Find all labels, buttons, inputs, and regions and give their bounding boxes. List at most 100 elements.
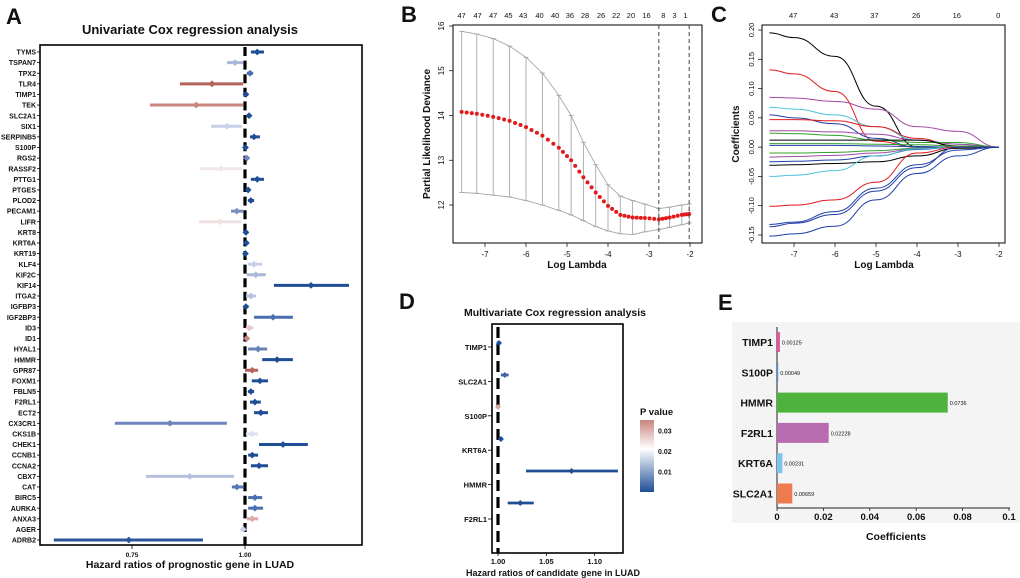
top-count-label: 20 <box>627 11 635 20</box>
hr-point <box>245 112 253 120</box>
bar-value-label: 0.00231 <box>784 462 804 468</box>
mean-point <box>480 112 485 117</box>
hr-point <box>246 69 254 77</box>
hr-point <box>248 430 256 438</box>
gene-label: PTTG1 <box>13 177 36 184</box>
top-count-label: 40 <box>551 11 559 20</box>
gene-label: S100P <box>464 412 487 421</box>
top-count-label: 45 <box>504 11 512 20</box>
hr-point <box>248 515 256 523</box>
mean-point <box>652 216 657 221</box>
bar <box>777 483 793 504</box>
x-tick-label: -7 <box>790 250 798 259</box>
gene-label: CX3CR1 <box>8 421 36 428</box>
top-count-label: 40 <box>535 11 543 20</box>
mean-point <box>565 154 569 159</box>
mean-point <box>687 211 692 216</box>
hr-point <box>251 398 259 406</box>
mean-point <box>597 194 602 199</box>
hr-point <box>244 186 252 194</box>
panel-label-b: B <box>401 2 417 27</box>
bar-value-label: 0.02228 <box>831 431 851 437</box>
hr-point <box>186 472 194 480</box>
upper-envelope <box>461 30 690 210</box>
gene-label: PECAM1 <box>7 209 36 216</box>
coefficient-path <box>769 146 999 228</box>
gene-label: ID3 <box>25 325 36 332</box>
x-tick-label: 1.10 <box>587 557 602 566</box>
top-count-label: 26 <box>912 11 920 20</box>
hr-point <box>239 525 247 533</box>
mean-point <box>502 117 507 122</box>
gene-label: CAT <box>22 485 37 492</box>
mean-point <box>560 149 565 154</box>
bar <box>777 453 783 474</box>
mean-point <box>630 215 635 220</box>
x-tick-label: -4 <box>913 250 921 259</box>
panel-label-c: C <box>711 2 727 27</box>
mean-point <box>663 216 668 221</box>
top-count-label: 22 <box>612 11 620 20</box>
mean-point <box>529 127 534 132</box>
gene-label: ADRB2 <box>12 538 36 545</box>
hr-point <box>243 335 251 342</box>
x-tick-label: 0.02 <box>814 512 833 523</box>
gene-label: FBLN5 <box>13 389 36 396</box>
y-tick-label: 14 <box>437 111 446 120</box>
gene-label: TYMS <box>17 50 37 57</box>
x-axis-label: Hazard ratios of candidate gene in LUAD <box>466 568 641 578</box>
y-tick-label: -0.05 <box>747 168 756 185</box>
gene-label: ANXA3 <box>12 516 36 523</box>
hr-point <box>223 122 231 130</box>
hr-point <box>257 409 265 417</box>
mean-point <box>589 185 594 190</box>
hr-point <box>125 536 133 544</box>
plot-frame <box>491 323 624 554</box>
bar <box>777 332 780 352</box>
gene-label: LIFR <box>20 219 36 226</box>
hr-point <box>568 468 575 474</box>
gene-label: PLOD2 <box>13 198 36 205</box>
chart-title: Multivariate Cox regression analysis <box>464 307 646 319</box>
bar <box>777 392 948 413</box>
gene-label: KRT6A <box>13 241 36 248</box>
mean-point <box>622 213 627 218</box>
hr-point <box>253 175 261 183</box>
mean-point <box>642 215 647 220</box>
y-tick-label: 0.05 <box>747 111 756 126</box>
x-tick-label: -2 <box>995 250 1003 259</box>
gene-label: TLR4 <box>19 81 37 88</box>
hr-point <box>250 133 258 141</box>
hr-point <box>255 462 263 470</box>
x-tick-label: 0.06 <box>907 512 926 523</box>
gene-label: TIMP1 <box>465 343 487 352</box>
hr-point <box>256 377 264 385</box>
gene-label: HMMR <box>14 357 36 364</box>
gene-label: KRT8 <box>18 230 36 237</box>
mean-point <box>581 175 586 180</box>
hr-point <box>242 239 250 247</box>
coefficient-path <box>769 143 1000 148</box>
hr-point <box>252 271 260 279</box>
mean-point <box>656 217 661 222</box>
x-tick-label: 1.05 <box>539 557 554 566</box>
mean-point <box>518 123 523 128</box>
mean-point <box>459 109 464 114</box>
mean-point <box>618 212 623 217</box>
gene-label: SIX1 <box>21 124 36 131</box>
mean-point <box>660 216 665 221</box>
hr-point <box>517 500 524 506</box>
mean-point <box>573 163 578 168</box>
y-tick-label: -0.10 <box>747 197 756 214</box>
hr-point <box>233 483 241 491</box>
mean-point <box>638 215 643 220</box>
bar <box>777 422 829 443</box>
x-tick-label: 0.1 <box>1002 512 1016 523</box>
top-count-label: 47 <box>457 11 465 20</box>
panel-d-multivariate-forest: Multivariate Cox regression analysis TIMP… <box>458 307 673 578</box>
hr-point <box>247 388 255 395</box>
y-tick-label: 0.20 <box>747 23 756 38</box>
mean-point <box>491 114 496 119</box>
legend-colorbar <box>640 420 654 492</box>
